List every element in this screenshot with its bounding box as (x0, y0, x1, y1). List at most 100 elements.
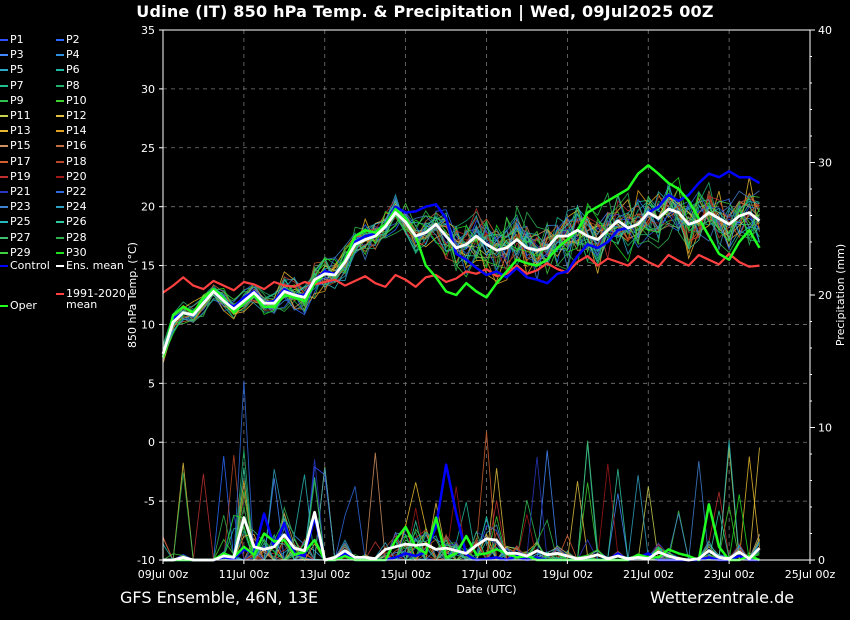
legend-label: P28 (66, 230, 87, 244)
legend-label: P22 (66, 185, 87, 198)
legend-item-climatology: 1991-2020 mean (56, 287, 126, 311)
footer-brand: Wetterzentrale.de (650, 588, 795, 607)
legend-item-p15: P15 (0, 139, 31, 153)
y-tick-label: 35 (141, 24, 155, 37)
ensemble-member-temp-line (162, 176, 760, 359)
x-tick-label: 19Jul 00z (542, 568, 593, 581)
legend-swatch (0, 84, 8, 87)
legend-label: P18 (66, 154, 87, 168)
ensemble-member-temp-line (162, 194, 760, 363)
ensemble-member-temp-line (162, 201, 760, 356)
legend-item-oper: Oper (0, 300, 37, 311)
legend: P1 P2 P3 P4 P5 P6 P7 P8 P9 P10 P11 P12 P13 P14 P15 P16 P… (0, 30, 130, 320)
legend-item-p21: P21 (0, 185, 31, 198)
legend-label: P26 (66, 215, 87, 229)
legend-item-p20: P20 (56, 171, 87, 182)
x-tick-label: 15Jul 00z (380, 568, 431, 581)
ensemble-member-temp-line (162, 205, 760, 352)
legend-label: P15 (10, 139, 31, 153)
legend-swatch (56, 221, 64, 224)
legend-swatch (56, 115, 64, 117)
y2-tick-label: 10 (818, 422, 832, 435)
ensemble-member-temp-line (162, 189, 760, 356)
y-tick-label: 20 (141, 201, 155, 214)
legend-label: P21 (10, 185, 31, 198)
legend-swatch (0, 39, 8, 41)
legend-item-p12: P12 (56, 109, 87, 122)
axes: 35 30 25 20 15 10 5 0 -5 -10 40 30 20 10 0 09Jul 00z 11J… (126, 24, 847, 596)
legend-swatch (0, 160, 8, 163)
x-tick-label: 21Jul 00z (623, 568, 674, 581)
legend-label: P23 (10, 200, 31, 214)
series-oper (161, 164, 761, 358)
series-ens-mean-precip (163, 510, 761, 562)
ensemble-member-temp-line (162, 192, 760, 352)
legend-swatch (56, 54, 64, 57)
legend-label: P19 (10, 169, 31, 183)
legend-label-line2: mean (66, 298, 98, 311)
legend-label: Ens. mean (66, 259, 124, 272)
x-tick-label: 23Jul 00z (704, 568, 755, 581)
legend-label: P3 (10, 48, 24, 62)
legend-swatch (0, 236, 8, 239)
legend-label: P27 (10, 230, 31, 244)
legend-swatch (56, 236, 64, 239)
legend-item-p29: P29 (0, 245, 31, 259)
y2-tick-label: 40 (818, 24, 832, 37)
legend-swatch (56, 99, 64, 102)
footer-model-info: GFS Ensemble, 46N, 13E (120, 588, 319, 607)
legend-swatch (56, 130, 64, 133)
legend-item-p27: P27 (0, 230, 31, 244)
legend-label: P30 (66, 245, 87, 259)
legend-label: P9 (10, 93, 24, 107)
legend-item-p28: P28 (56, 230, 87, 244)
legend-item-control: Control (0, 260, 50, 271)
legend-item-p24: P24 (56, 201, 87, 212)
legend-swatch (56, 69, 64, 72)
y2-tick-label: 30 (818, 157, 832, 170)
legend-label: P29 (10, 245, 31, 259)
legend-swatch (56, 293, 64, 295)
y-tick-label: 5 (148, 377, 155, 390)
legend-item-p5: P5 (0, 63, 24, 77)
legend-item-p10: P10 (56, 95, 87, 106)
legend-item-p9: P9 (0, 93, 24, 107)
y2-tick-label: 20 (818, 289, 832, 302)
legend-item-p4: P4 (56, 49, 80, 60)
x-tick-label: 11Jul 00z (219, 568, 270, 581)
legend-swatch (56, 160, 64, 163)
legend-swatch (0, 99, 8, 102)
y-tick-label: 25 (141, 142, 155, 155)
legend-item-p2: P2 (56, 34, 80, 45)
x-tick-label: 09Jul 00z (138, 568, 189, 581)
legend-swatch (0, 145, 8, 148)
x-axis-label: Date (UTC) (456, 583, 516, 596)
legend-item-p13: P13 (0, 125, 31, 136)
legend-item-p11: P11 (0, 109, 31, 122)
y-axis-label: 850 hPa Temp. (°C) (126, 242, 139, 348)
ensemble-members (162, 176, 760, 562)
legend-label: 1991-2020 (66, 287, 126, 300)
legend-item-ens-mean: Ens. mean (56, 259, 124, 272)
legend-swatch (56, 265, 64, 267)
legend-label: P12 (66, 109, 87, 122)
legend-swatch (56, 206, 64, 209)
legend-swatch (0, 265, 8, 267)
legend-item-p7: P7 (0, 80, 24, 91)
ensemble-member-temp-line (162, 181, 760, 346)
legend-swatch (56, 191, 64, 193)
legend-swatch (56, 175, 64, 178)
legend-swatch (56, 39, 64, 41)
legend-label: P5 (10, 63, 24, 77)
legend-label: P14 (66, 124, 87, 138)
x-tick-label: 17Jul 00z (461, 568, 512, 581)
legend-item-p1: P1 (0, 34, 24, 45)
legend-item-p25: P25 (0, 215, 31, 229)
series-1991-2020-mean (162, 252, 760, 294)
legend-swatch (0, 69, 8, 72)
legend-label: P11 (10, 109, 31, 122)
legend-swatch (56, 251, 64, 254)
legend-label: P25 (10, 215, 31, 229)
legend-item-p3: P3 (0, 48, 24, 62)
